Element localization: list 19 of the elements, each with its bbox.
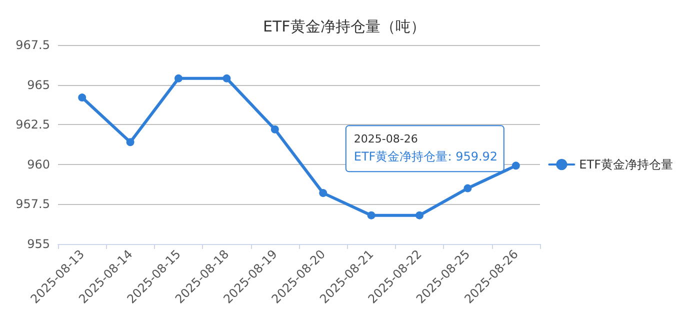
- y-tick-label: 957.5: [16, 197, 50, 212]
- legend-label: ETF黄金净持仓量: [579, 158, 674, 172]
- point: [319, 189, 328, 198]
- point: [174, 74, 182, 82]
- point: [416, 211, 424, 220]
- point: [126, 138, 134, 146]
- point: [464, 184, 472, 192]
- y-tick-label: 955: [27, 237, 50, 251]
- y-tick-label: 965: [27, 78, 50, 92]
- annotation: 2025-08-26 ETF黄金净持仓量: 959.92: [354, 132, 498, 164]
- point: [512, 162, 520, 170]
- point: [270, 125, 279, 134]
- y-tick-label: 962.5: [16, 118, 50, 132]
- point: [78, 94, 86, 102]
- y-tick-label: 960: [27, 157, 50, 172]
- point: [367, 211, 376, 220]
- chart-title: ETF黄金净持仓量（吨）: [263, 18, 426, 36]
- y-tick-label: 967.5: [16, 38, 50, 52]
- point: [222, 74, 231, 82]
